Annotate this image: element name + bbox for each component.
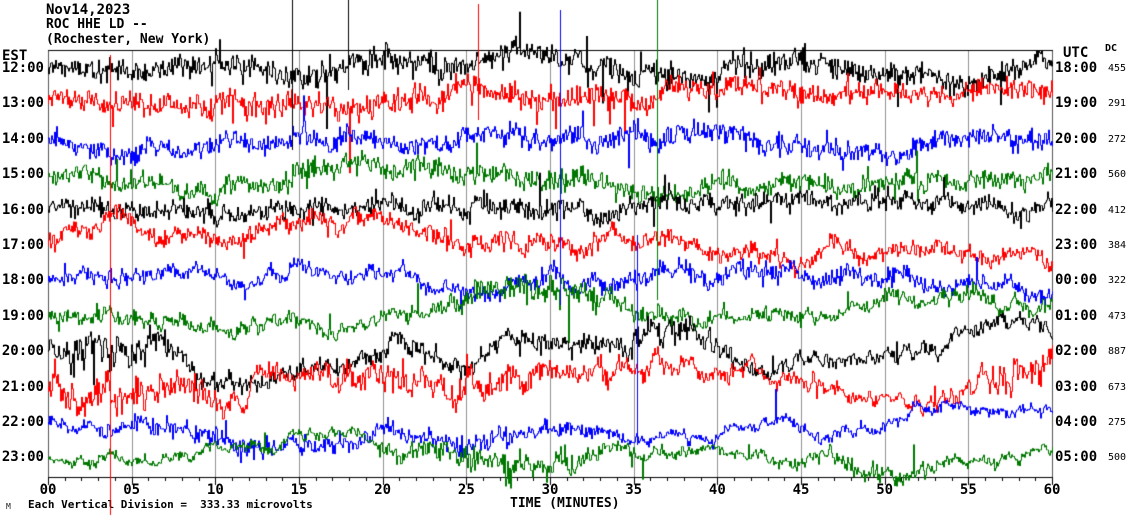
- est-time-label: 17:00: [1, 237, 44, 253]
- minute-tick-label: 15: [290, 482, 308, 498]
- minute-tick-label: 60: [1043, 482, 1061, 498]
- utc-time-label: 19:00: [1055, 95, 1098, 112]
- dc-offset-value: 473: [1107, 310, 1126, 322]
- utc-time-label: 05:00: [1055, 449, 1098, 466]
- dc-offset-value: 560: [1107, 169, 1126, 181]
- est-time-label: 23:00: [1, 449, 44, 466]
- minute-tick-label: 05: [123, 482, 141, 498]
- est-time-label: 22:00: [1, 414, 44, 430]
- minute-tick-label: 40: [708, 482, 726, 498]
- minute-tick-label: 00: [39, 482, 57, 498]
- est-time-label: 19:00: [1, 307, 44, 324]
- utc-time-label: 20:00: [1055, 130, 1098, 147]
- utc-time-label: 18:00: [1055, 60, 1098, 76]
- dc-offset-value: 322: [1107, 275, 1126, 287]
- minute-tick-label: 45: [792, 482, 810, 498]
- dc-offset-header: DC: [1105, 43, 1118, 54]
- est-time-label: 13:00: [1, 95, 44, 112]
- minute-tick-label: 10: [206, 482, 224, 498]
- est-time-label: 15:00: [1, 166, 44, 183]
- est-time-label: 14:00: [1, 130, 44, 147]
- utc-time-label: 00:00: [1055, 272, 1098, 289]
- utc-time-label: 02:00: [1055, 343, 1098, 360]
- minute-tick-label: 55: [959, 482, 977, 498]
- utc-time-label: 23:00: [1055, 237, 1098, 253]
- utc-time-label: 21:00: [1055, 166, 1098, 183]
- utc-time-label: 01:00: [1055, 307, 1098, 324]
- dc-offset-value: 673: [1107, 381, 1126, 393]
- right-timezone-header: UTC: [1063, 45, 1089, 61]
- est-time-label: 21:00: [1, 378, 44, 395]
- corner-mark: M: [6, 502, 11, 511]
- utc-time-label: 03:00: [1055, 378, 1098, 395]
- est-time-label: 12:00: [1, 60, 44, 76]
- dc-offset-value: 412: [1107, 204, 1126, 216]
- est-time-label: 18:00: [1, 272, 44, 289]
- station-label: ROC HHE LD --: [46, 17, 148, 32]
- est-time-label: 20:00: [1, 343, 44, 360]
- utc-time-label: 04:00: [1055, 414, 1098, 430]
- dc-offset-value: 887: [1107, 346, 1126, 358]
- est-time-label: 16:00: [1, 201, 44, 218]
- minute-tick-label: 35: [625, 482, 643, 498]
- dc-offset-value: 272: [1107, 133, 1126, 145]
- utc-time-label: 22:00: [1055, 201, 1098, 218]
- scale-note: Each Vertical Division = 333.33 microvol…: [28, 498, 313, 511]
- dc-offset-value: 275: [1107, 417, 1126, 428]
- x-axis-title: TIME (MINUTES): [510, 496, 620, 511]
- minute-tick-label: 25: [457, 482, 475, 498]
- dc-offset-value: 455: [1107, 63, 1126, 74]
- station-location-label: (Rochester, New York): [46, 32, 211, 47]
- minute-tick-label: 20: [374, 482, 392, 498]
- dc-offset-value: 291: [1107, 98, 1126, 110]
- dc-offset-value: 500: [1107, 452, 1126, 464]
- date-label: Nov14,2023: [46, 2, 131, 18]
- minute-tick-label: 50: [876, 482, 894, 498]
- dc-offset-value: 384: [1107, 240, 1126, 251]
